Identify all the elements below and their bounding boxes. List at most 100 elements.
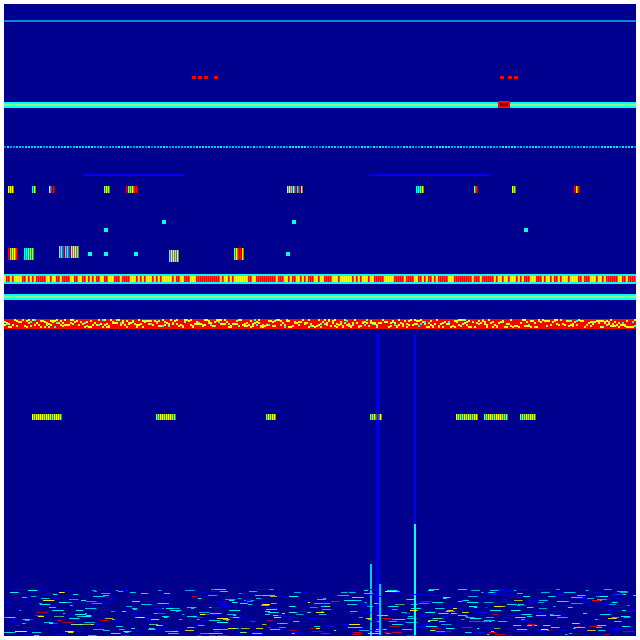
- noisy-band-cell: [200, 323, 202, 325]
- noisy-band-cell: [592, 323, 594, 325]
- noisy-band-cell: [476, 322, 478, 324]
- striped-band-cell: [632, 276, 634, 282]
- noisy-band-cell: [354, 319, 356, 321]
- noisy-band-cell: [118, 319, 120, 321]
- noise-speck: [562, 601, 567, 602]
- striped-band-cell: [612, 276, 614, 282]
- noise-speck: [209, 607, 212, 608]
- noisy-band-cell: [628, 326, 630, 328]
- noisy-band-cell: [154, 326, 156, 328]
- noise-speck: [198, 598, 202, 599]
- noise-speck: [158, 619, 170, 620]
- vertical-line: [376, 334, 379, 636]
- noisy-band-cell: [246, 322, 248, 324]
- noise-speck: [496, 589, 502, 590]
- striped-band-cell: [620, 276, 622, 282]
- striped-band-cell: [388, 276, 390, 282]
- noisy-band-cell: [96, 324, 98, 326]
- noisy-band-cell: [352, 324, 354, 326]
- noise-speck: [458, 615, 467, 616]
- noisy-band-cell: [508, 323, 510, 325]
- noisy-band-cell: [230, 326, 232, 328]
- striped-band-cell: [138, 276, 140, 282]
- noisy-band-cell: [72, 323, 74, 325]
- striped-band-cell: [528, 276, 530, 282]
- noisy-band-cell: [192, 325, 194, 327]
- noise-speck: [302, 592, 309, 593]
- striped-band-cell: [484, 276, 486, 282]
- row-block: [472, 414, 474, 420]
- small-mark: [192, 76, 196, 79]
- noisy-band-cell: [260, 325, 262, 327]
- striped-band-cell: [66, 276, 68, 282]
- noisy-band-cell: [218, 319, 220, 321]
- noise-speck: [411, 604, 418, 605]
- row-block: [160, 414, 162, 420]
- noisy-band-cell: [592, 321, 594, 323]
- noise-speck: [52, 626, 58, 627]
- noise-speck: [71, 624, 83, 625]
- noisy-band-cell: [506, 323, 508, 325]
- dotted-line-segment: [631, 146, 633, 148]
- block-mark: [73, 246, 75, 258]
- noise-speck: [90, 606, 93, 607]
- block-mark: [238, 248, 240, 260]
- dotted-line-segment: [7, 146, 9, 148]
- noisy-band-cell: [108, 325, 110, 327]
- noise-speck: [468, 596, 478, 597]
- noisy-band-cell: [28, 322, 30, 324]
- striped-band-cell: [526, 276, 528, 282]
- noise-speck: [215, 602, 225, 603]
- noisy-band-cell: [248, 324, 250, 326]
- noise-speck: [15, 608, 20, 609]
- striped-band-cell: [234, 276, 236, 282]
- noisy-band-cell: [32, 319, 34, 321]
- striped-band-cell: [624, 276, 626, 282]
- dotted-line-segment: [247, 146, 249, 148]
- block-mark: [51, 186, 53, 193]
- noise-speck: [314, 603, 324, 604]
- noisy-band-cell: [510, 319, 512, 321]
- noisy-band-cell: [154, 320, 156, 322]
- noisy-band-cell: [386, 321, 388, 323]
- striped-band-cell: [76, 276, 78, 282]
- noisy-band-cell: [368, 325, 370, 327]
- striped-band-cell: [328, 276, 330, 282]
- noise-speck: [539, 608, 547, 609]
- striped-band-cell: [416, 276, 418, 282]
- noisy-band-cell: [296, 322, 298, 324]
- dotted-line-segment: [439, 146, 441, 148]
- noisy-band-cell: [578, 325, 580, 327]
- noisy-band-cell: [56, 319, 58, 321]
- noise-speck: [13, 589, 24, 590]
- dotted-line-segment: [253, 146, 255, 148]
- noisy-band-cell: [442, 322, 444, 324]
- noisy-band-cell: [256, 321, 258, 323]
- striped-band-cell: [440, 276, 442, 282]
- striped-band-cell: [22, 276, 24, 282]
- striped-band-cell: [596, 276, 598, 282]
- noise-speck: [126, 606, 133, 607]
- noisy-band-cell: [178, 325, 180, 327]
- noise-speck: [407, 603, 410, 604]
- noisy-band-cell: [160, 325, 162, 327]
- noise-speck: [442, 596, 445, 597]
- noise-speck: [210, 613, 222, 614]
- noisy-band-cell: [436, 323, 438, 325]
- noise-speck: [310, 628, 317, 629]
- dotted-line-segment: [589, 146, 591, 148]
- noise-speck: [158, 590, 162, 591]
- noisy-band-cell: [168, 323, 170, 325]
- row-block: [40, 414, 42, 420]
- noise-speck: [477, 628, 480, 629]
- noise-speck: [124, 631, 130, 632]
- noise-speck: [443, 628, 447, 629]
- block-mark: [289, 186, 291, 193]
- noisy-band-cell: [266, 324, 268, 326]
- noise-speck: [22, 634, 32, 635]
- noisy-band-cell: [344, 322, 346, 324]
- noisy-band-cell: [184, 319, 186, 321]
- dotted-line-segment: [223, 146, 225, 148]
- noise-speck: [485, 607, 488, 608]
- block-mark: [242, 248, 244, 260]
